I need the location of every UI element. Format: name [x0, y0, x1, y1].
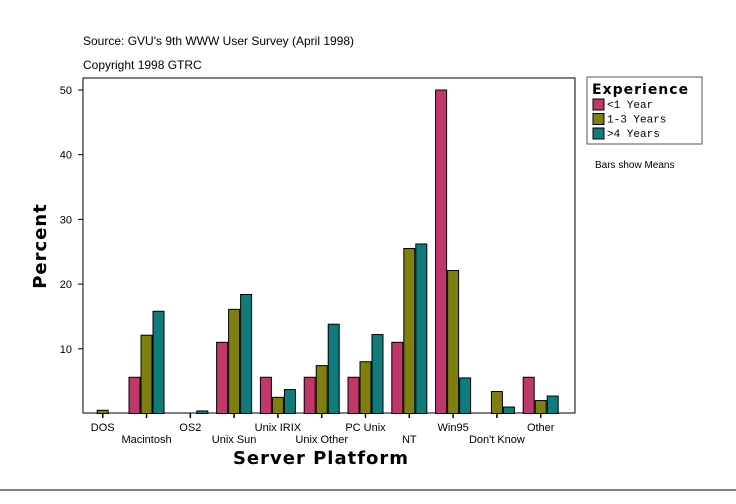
- bar: [271, 396, 284, 415]
- x-tick-label: Unix IRIX: [255, 422, 302, 434]
- bar: [459, 377, 472, 415]
- x-axis-label: Server Platform: [233, 448, 409, 469]
- bar: [415, 243, 428, 414]
- bar: [534, 400, 547, 414]
- bars: [96, 89, 559, 415]
- x-tick-label: DOS: [91, 422, 115, 434]
- bar: [327, 323, 340, 414]
- bar: [303, 376, 316, 415]
- bar: [403, 248, 416, 414]
- legend-swatch: [592, 127, 605, 140]
- bar: [359, 361, 372, 414]
- legend-label: >4 Years: [607, 129, 660, 141]
- y-tick-label: 20: [60, 279, 72, 291]
- y-tick-label: 10: [60, 344, 72, 356]
- x-tick-label: Macintosh: [121, 434, 171, 446]
- bar: [140, 334, 153, 415]
- x-tick-label: Other: [527, 422, 555, 434]
- y-tick-label: 30: [60, 214, 72, 226]
- x-tick-label: OS2: [179, 422, 201, 434]
- y-axis-label: Percent: [30, 203, 51, 289]
- x-tick-label: NT: [402, 434, 417, 446]
- x-tick-label: Win95: [438, 422, 469, 434]
- bar: [196, 410, 209, 414]
- bar: [259, 376, 272, 415]
- bar: [447, 270, 460, 414]
- legend-label: <1 Year: [607, 100, 653, 112]
- x-tick-label: Don't Know: [469, 434, 525, 446]
- x-tick-label: Unix Sun: [212, 434, 257, 446]
- x-tick-label: PC Unix: [345, 422, 386, 434]
- bar: [546, 395, 559, 415]
- bar: [502, 406, 515, 414]
- legend-swatch: [592, 113, 605, 125]
- bar: [240, 293, 253, 414]
- legend-title: Experience: [592, 82, 689, 98]
- legend-box: [586, 76, 703, 145]
- legend: Experience <1 Year 1-3 Years >4 Years: [586, 76, 703, 145]
- bar: [347, 376, 360, 415]
- bar: [152, 310, 165, 414]
- y-axis: 10 20 30 40 50: [60, 85, 83, 356]
- y-tick-label: 50: [60, 85, 72, 97]
- bar: [283, 389, 296, 415]
- bars-note: Bars show Means: [595, 160, 674, 171]
- chart-subtitle: Copyright 1998 GTRC: [83, 58, 202, 72]
- bar: [128, 376, 141, 415]
- bar: [315, 365, 328, 415]
- bar: [490, 391, 503, 415]
- y-tick-label: 40: [60, 150, 72, 162]
- bar: [391, 341, 404, 414]
- bar: [216, 341, 229, 414]
- legend-swatch: [592, 98, 605, 111]
- bar: [435, 89, 448, 414]
- legend-label: 1-3 Years: [607, 115, 666, 127]
- bar: [371, 334, 384, 415]
- x-tick-label: Unix Other: [295, 434, 348, 446]
- bar: [228, 308, 241, 415]
- bar: [522, 376, 535, 415]
- chart-title: Source: GVU's 9th WWW User Survey (April…: [83, 34, 354, 48]
